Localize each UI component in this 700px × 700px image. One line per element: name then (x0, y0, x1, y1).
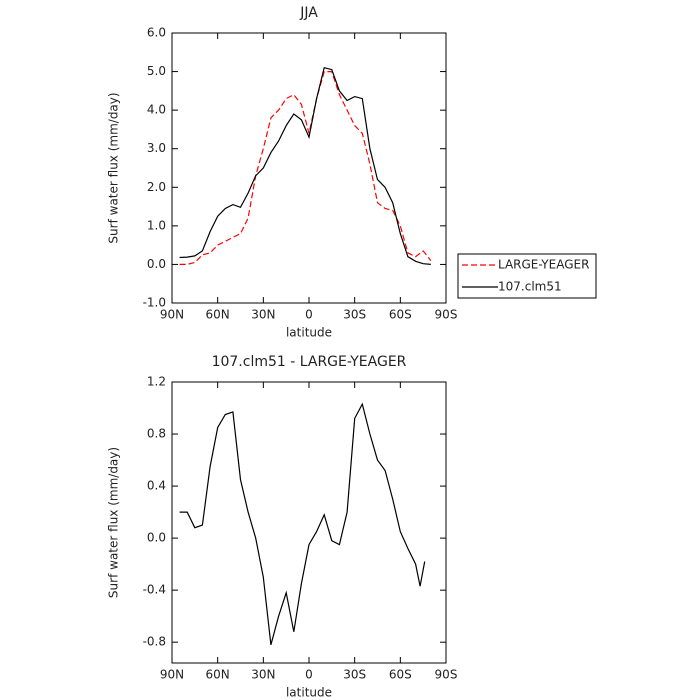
x-tick-label: 90N (160, 668, 184, 682)
legend-box (457, 253, 597, 299)
x-tick-label: 90N (160, 308, 184, 322)
x-tick-label: 0 (305, 668, 313, 682)
y-tick-label: 0.8 (147, 427, 166, 441)
y-tick-label: -1.0 (143, 296, 166, 310)
y-tick-label: 0.0 (147, 257, 166, 271)
data-line (179, 66, 431, 265)
y-axis-label: Surf water flux (mm/day) (107, 447, 121, 598)
y-tick-label: 3.0 (147, 141, 166, 155)
data-line (179, 402, 426, 645)
legend-label: LARGE-YEAGER (498, 258, 589, 272)
plot-frame (171, 32, 447, 304)
x-tick-label: 60N (206, 308, 230, 322)
y-tick-label: 0.0 (147, 531, 166, 545)
x-tick-label: 30N (251, 308, 275, 322)
x-tick-label: 60S (389, 668, 412, 682)
x-tick-label: 60N (206, 668, 230, 682)
x-axis-label: latitude (286, 686, 332, 700)
x-tick-label: 30S (343, 668, 366, 682)
plot-frame (171, 381, 447, 664)
y-tick-label: -0.8 (143, 635, 166, 649)
y-tick-label: 4.0 (147, 103, 166, 117)
x-tick-label: 60S (389, 308, 412, 322)
y-tick-label: 5.0 (147, 64, 166, 78)
y-tick-label: 1.0 (147, 218, 166, 232)
y-tick-label: 0.4 (147, 479, 166, 493)
chart-title: 107.clm51 - LARGE-YEAGER (212, 354, 407, 370)
x-tick-label: 30S (343, 308, 366, 322)
y-tick-label: -0.4 (143, 583, 166, 597)
y-tick-label: 1.2 (147, 375, 166, 389)
chart-title: JJA (299, 5, 318, 21)
legend-label: 107.clm51 (498, 280, 562, 294)
x-tick-label: 90S (435, 668, 458, 682)
data-line (179, 71, 432, 265)
x-tick-label: 30N (251, 668, 275, 682)
y-tick-label: 6.0 (147, 26, 166, 40)
x-tick-label: 90S (435, 308, 458, 322)
x-axis-label: latitude (286, 326, 332, 340)
y-tick-label: 2.0 (147, 180, 166, 194)
x-tick-label: 0 (305, 308, 313, 322)
y-axis-label: Surf water flux (mm/day) (107, 92, 121, 243)
